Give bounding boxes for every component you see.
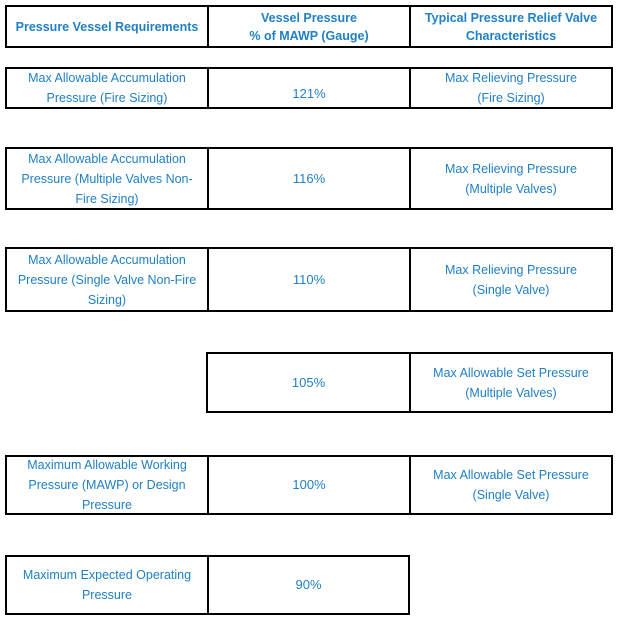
header-row: Pressure Vessel Requirements Vessel Pres… (5, 5, 613, 48)
valve-label: Max Allowable Set Pressure (Multiple Val… (433, 365, 589, 400)
percent-cell: 121% (207, 69, 409, 107)
requirement-label: Maximum Allowable Working Pressure (MAWP… (27, 458, 187, 512)
percent-cell: 105% (208, 354, 409, 411)
header-requirements-cell: Pressure Vessel Requirements (7, 7, 207, 46)
percent-value: 121% (292, 86, 326, 101)
row-single-valve-non-fire: Max Allowable Accumulation Pressure (Sin… (5, 247, 613, 312)
valve-cell: Max Relieving Pressure (Multiple Valves) (409, 149, 611, 208)
valve-cell: Max Allowable Set Pressure (Multiple Val… (409, 354, 611, 411)
valve-label: Max Relieving Pressure (Single Valve) (445, 262, 577, 297)
percent-cell: 110% (207, 249, 409, 310)
percent-value: 90% (295, 577, 322, 592)
header-vessel-pressure-label: Vessel Pressure % of MAWP (Gauge) (249, 10, 369, 43)
valve-cell: Max Relieving Pressure (Single Valve) (409, 249, 611, 310)
header-requirements-label: Pressure Vessel Requirements (15, 19, 199, 34)
percent-value: 116% (292, 170, 326, 186)
header-valve-characteristics-cell: Typical Pressure Relief Valve Characteri… (409, 7, 611, 46)
requirement-label: Maximum Expected Operating Pressure (22, 568, 192, 602)
requirement-cell: Max Allowable Accumulation Pressure (Sin… (7, 249, 207, 310)
valve-cell: Max Relieving Pressure (Fire Sizing) (409, 69, 611, 107)
valve-label: Max Relieving Pressure (Fire Sizing) (445, 71, 577, 105)
valve-cell: Max Allowable Set Pressure (Single Valve… (409, 457, 611, 513)
percent-value: 105% (291, 374, 326, 390)
percent-value: 100% (292, 477, 326, 492)
percent-value: 110% (292, 271, 326, 287)
requirement-label: Max Allowable Accumulation Pressure (Sin… (17, 252, 197, 307)
percent-cell: 116% (207, 149, 409, 208)
row-fire-sizing: Max Allowable Accumulation Pressure (Fir… (5, 67, 613, 109)
valve-label: Max Relieving Pressure (Multiple Valves) (445, 161, 577, 196)
requirement-cell: Maximum Allowable Working Pressure (MAWP… (7, 457, 207, 513)
header-vessel-pressure-cell: Vessel Pressure % of MAWP (Gauge) (207, 7, 409, 46)
header-valve-characteristics-label: Typical Pressure Relief Valve Characteri… (424, 10, 598, 43)
requirement-cell: Maximum Expected Operating Pressure (7, 557, 207, 613)
row-operating-pressure: Maximum Expected Operating Pressure 90% (5, 555, 410, 615)
percent-cell: 90% (207, 557, 408, 613)
requirement-cell: Max Allowable Accumulation Pressure (Mul… (7, 149, 207, 208)
row-set-pressure-multiple-valves: 105% Max Allowable Set Pressure (Multipl… (206, 352, 613, 413)
row-mawp: Maximum Allowable Working Pressure (MAWP… (5, 455, 613, 515)
requirement-label: Max Allowable Accumulation Pressure (Fir… (28, 71, 186, 105)
requirement-cell: Max Allowable Accumulation Pressure (Fir… (7, 69, 207, 107)
valve-label: Max Allowable Set Pressure (Single Valve… (433, 468, 589, 502)
row-multiple-valves-non-fire: Max Allowable Accumulation Pressure (Mul… (5, 147, 613, 210)
requirement-label: Max Allowable Accumulation Pressure (Mul… (21, 151, 193, 206)
percent-cell: 100% (207, 457, 409, 513)
